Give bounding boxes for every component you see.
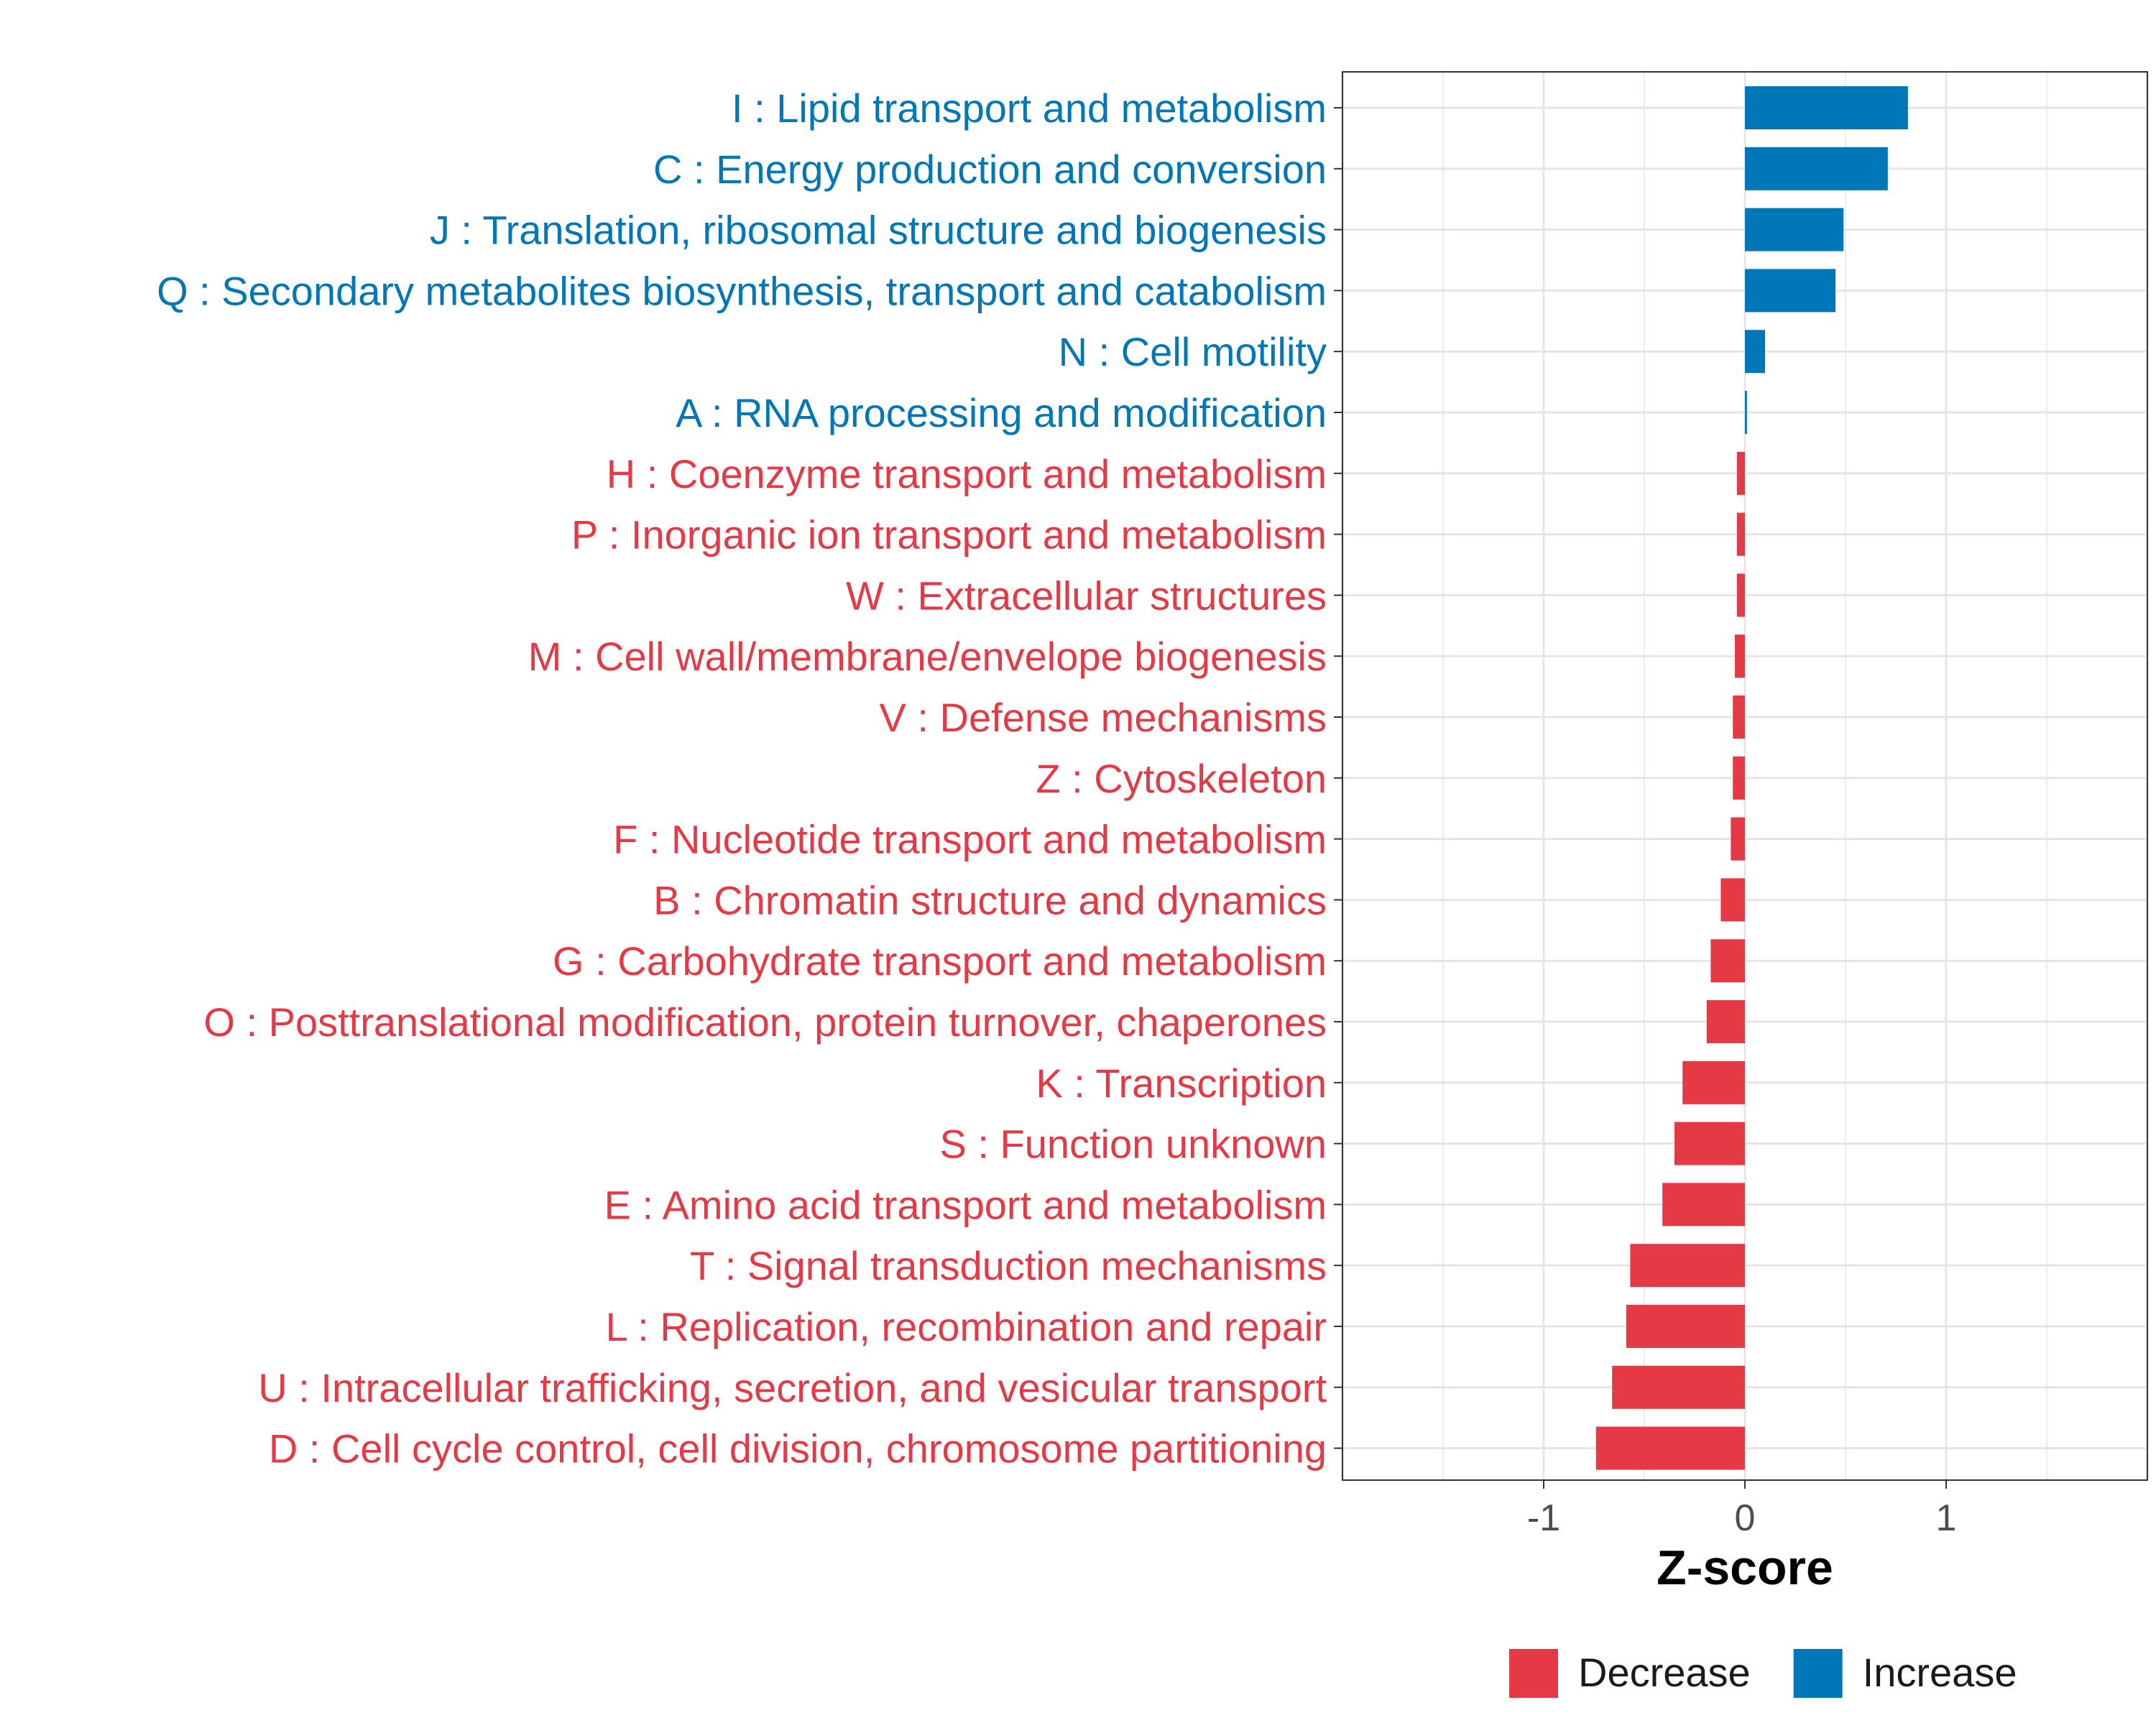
y-tick-label: N : Cell motility <box>1059 329 1327 374</box>
y-tick-label: M : Cell wall/membrane/envelope biogenes… <box>528 634 1327 679</box>
bar-15 <box>1710 939 1745 983</box>
bar-19 <box>1662 1183 1745 1226</box>
bar-23 <box>1595 1426 1745 1470</box>
bar-11 <box>1733 696 1745 739</box>
y-tick-label: D : Cell cycle control, cell division, c… <box>269 1426 1327 1471</box>
bar-12 <box>1733 756 1745 800</box>
bar-22 <box>1612 1365 1745 1409</box>
bar-2 <box>1745 147 1888 190</box>
legend-swatch-increase <box>1793 1649 1843 1698</box>
y-tick-label: Z : Cytoskeleton <box>1036 756 1327 801</box>
legend-label-increase: Increase <box>1863 1650 2017 1695</box>
bar-13 <box>1731 817 1745 861</box>
x-tick-label: -1 <box>1527 1497 1560 1539</box>
y-tick-label: J : Translation, ribosomal structure and… <box>430 208 1327 253</box>
bar-8 <box>1736 512 1745 556</box>
y-tick-label: O : Posttranslational modification, prot… <box>203 999 1327 1045</box>
bar-21 <box>1626 1305 1745 1348</box>
y-tick-label: E : Amino acid transport and metabolism <box>604 1182 1327 1227</box>
y-tick-label: H : Coenzyme transport and metabolism <box>607 451 1327 496</box>
y-tick-label: K : Transcription <box>1036 1061 1327 1106</box>
bar-1 <box>1745 86 1908 129</box>
bar-16 <box>1706 1000 1745 1043</box>
y-tick-label: I : Lipid transport and metabolism <box>732 86 1327 131</box>
y-tick-label: S : Function unknown <box>939 1122 1327 1167</box>
bar-9 <box>1736 573 1745 617</box>
bar-3 <box>1745 208 1844 251</box>
y-tick-label: C : Energy production and conversion <box>653 147 1327 192</box>
bar-17 <box>1682 1061 1745 1104</box>
legend: Decrease Increase <box>1509 1649 2017 1698</box>
x-tick-label: 0 <box>1735 1497 1756 1539</box>
y-tick-label: U : Intracellular trafficking, secretion… <box>258 1365 1327 1410</box>
y-axis: I : Lipid transport and metabolism C : En… <box>157 86 1342 1471</box>
y-tick-label: Q : Secondary metabolites biosynthesis, … <box>157 268 1327 313</box>
bar-20 <box>1630 1244 1745 1288</box>
y-tick-label: T : Signal transduction mechanisms <box>690 1243 1327 1288</box>
bar-5 <box>1745 330 1765 374</box>
y-tick-label: V : Defense mechanisms <box>880 695 1327 740</box>
y-tick-label: G : Carbohydrate transport and metabolis… <box>553 938 1327 984</box>
bar-7 <box>1736 451 1745 495</box>
bar-10 <box>1735 634 1745 678</box>
y-tick-label: L : Replication, recombination and repai… <box>606 1304 1327 1349</box>
x-tick-label: 1 <box>1936 1497 1957 1539</box>
bar-18 <box>1674 1122 1745 1165</box>
x-axis: -1 0 1 <box>1527 1480 1957 1539</box>
bar-4 <box>1745 269 1835 313</box>
bar-14 <box>1720 878 1745 922</box>
y-tick-label: F : Nucleotide transport and metabolism <box>613 817 1327 862</box>
bar-layer <box>1595 86 1908 1470</box>
y-tick-label: P : Inorganic ion transport and metaboli… <box>571 512 1327 558</box>
y-tick-label: W : Extracellular structures <box>846 573 1327 618</box>
y-tick-label: B : Chromatin structure and dynamics <box>653 877 1327 923</box>
bar-6 <box>1745 391 1747 434</box>
y-tick-label: A : RNA processing and modification <box>676 390 1327 435</box>
x-axis-title: Z-score <box>1657 1540 1833 1595</box>
legend-label-decrease: Decrease <box>1578 1650 1751 1695</box>
legend-swatch-decrease <box>1509 1649 1558 1698</box>
